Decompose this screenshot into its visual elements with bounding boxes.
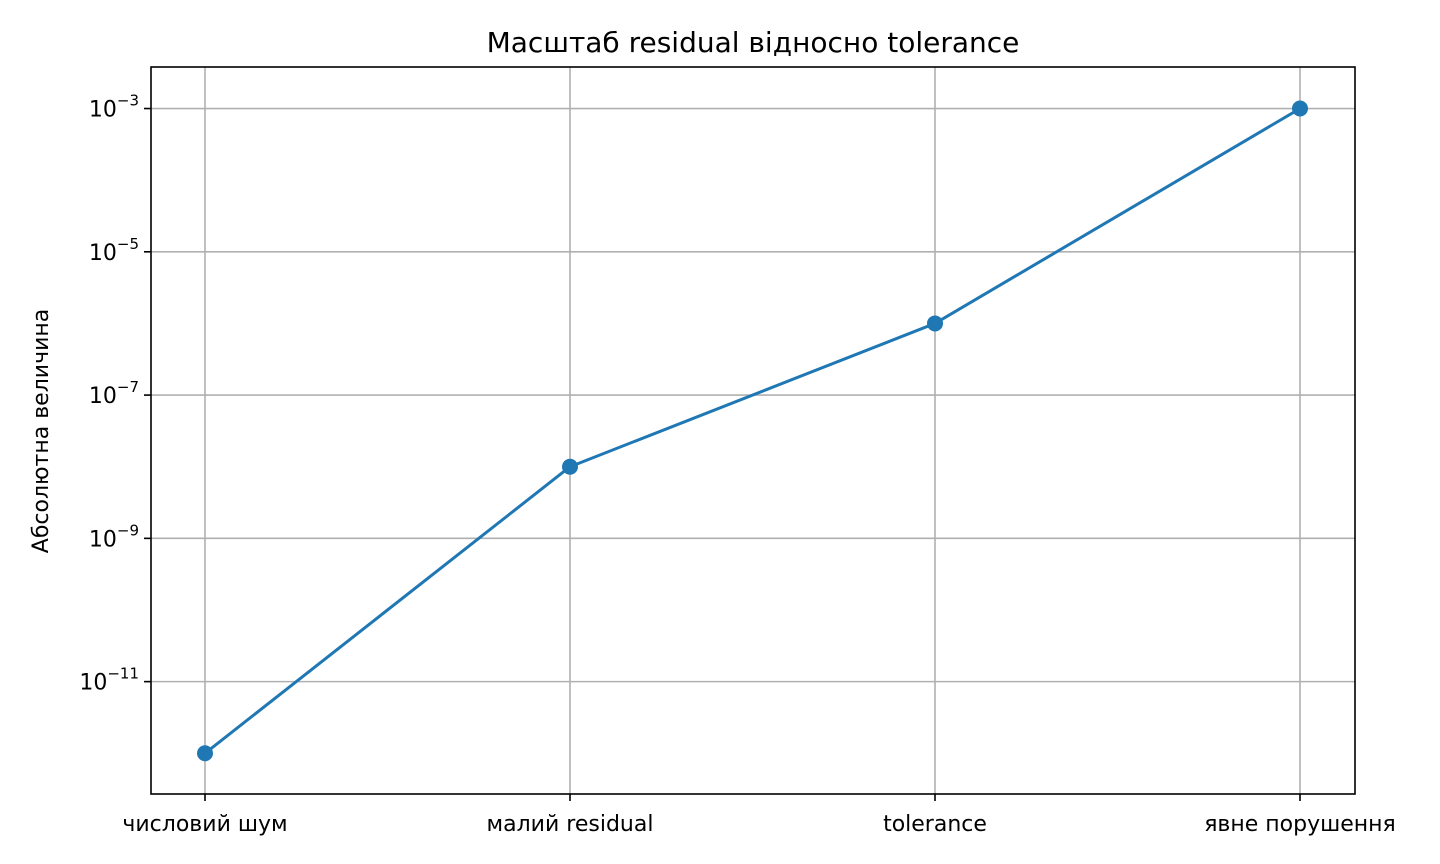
y-tick-exponent: −11 bbox=[107, 665, 139, 683]
data-point bbox=[1292, 100, 1308, 117]
x-axis-ticks: числовий шум малий residual tolerance явне … bbox=[122, 794, 1396, 837]
y-tick-exponent: −3 bbox=[117, 92, 139, 110]
y-tick-label: 10−3 bbox=[89, 92, 139, 123]
y-tick-exponent: −7 bbox=[117, 378, 139, 396]
y-tick-label: 10−7 bbox=[89, 378, 139, 409]
series-line bbox=[204, 107, 1301, 755]
y-tick-exponent: −5 bbox=[117, 235, 139, 253]
y-tick-base: 10 bbox=[79, 671, 107, 696]
data-point bbox=[197, 745, 213, 762]
x-tick-label: явне порушення bbox=[1204, 812, 1396, 837]
plot-frame bbox=[150, 66, 1356, 795]
y-tick-base: 10 bbox=[89, 384, 117, 409]
x-tick-label: числовий шум bbox=[122, 812, 287, 837]
y-tick-label: 10−9 bbox=[89, 521, 139, 552]
y-tick-base: 10 bbox=[89, 241, 117, 266]
chart-title: Масштаб residual відносно tolerance bbox=[487, 26, 1020, 59]
grid-lines bbox=[151, 67, 1355, 794]
x-tick-label: tolerance bbox=[883, 812, 987, 837]
y-tick-label: 10−5 bbox=[89, 235, 139, 266]
y-tick-exponent: −9 bbox=[117, 521, 139, 539]
y-tick-base: 10 bbox=[89, 527, 117, 552]
y-tick-label: 10−11 bbox=[79, 665, 139, 696]
series-layer bbox=[197, 100, 1308, 762]
data-point bbox=[562, 458, 578, 475]
y-tick-base: 10 bbox=[89, 98, 117, 123]
data-point bbox=[927, 315, 943, 332]
y-axis-label: Абсолютна величина bbox=[29, 309, 54, 553]
x-tick-label: малий residual bbox=[487, 812, 654, 837]
